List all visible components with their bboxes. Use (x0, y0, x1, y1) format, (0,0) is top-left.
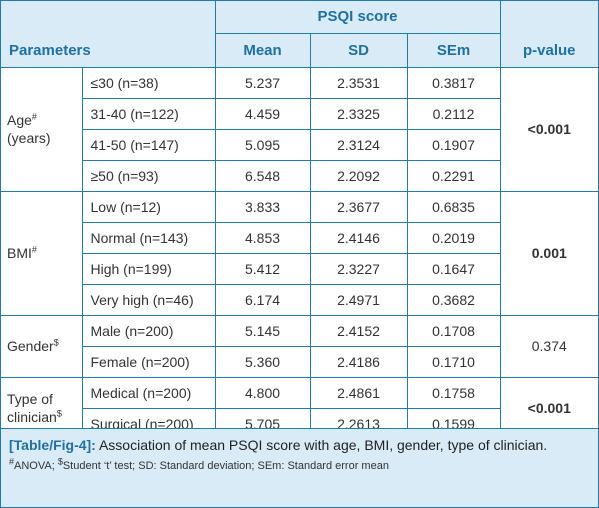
sem-cell: 0.6835 (406, 190, 501, 222)
category-cell: Low (n=12) (81, 190, 216, 222)
table-row: 41-50 (n=147) 5.095 2.3124 0.1907 (1, 128, 598, 160)
mean-cell: 6.174 (214, 283, 311, 315)
table-row: BMI# Low (n=12) 3.833 2.3677 0.6835 0.00… (1, 190, 599, 315)
header-p-value: p-value (499, 1, 599, 67)
group-label-bmi: BMI# (1, 190, 82, 315)
sd-cell: 2.2092 (309, 159, 408, 191)
table-row: 31-40 (n=122) 4.459 2.3325 0.2112 (1, 97, 598, 129)
category-cell: Very high (n=46) (81, 283, 216, 315)
psqi-table: Parameters PSQI score p-value Mean SD SE… (1, 1, 599, 439)
sem-cell: 0.2112 (406, 97, 501, 129)
table-row: Type of clinician$ Medical (n=200) 4.800 … (1, 376, 599, 439)
sem-cell: 0.2291 (406, 159, 501, 191)
category-cell: Normal (n=143) (81, 221, 216, 253)
category-cell: 31-40 (n=122) (81, 97, 216, 129)
header-psqi-score: PSQI score (214, 1, 501, 33)
category-cell: Medical (n=200) (81, 376, 216, 408)
mean-cell: 5.360 (214, 345, 311, 377)
group-label-age: Age# (years) (1, 66, 82, 191)
sd-cell: 2.3124 (309, 128, 408, 160)
category-cell: 41-50 (n=147) (81, 128, 216, 160)
sem-cell: 0.1710 (406, 345, 501, 377)
sd-cell: 2.4152 (309, 314, 408, 346)
table-caption: [Table/Fig-4]: Association of mean PSQI … (1, 428, 598, 507)
table-row: ≥50 (n=93) 6.548 2.2092 0.2291 (1, 159, 598, 191)
sd-cell: 2.4861 (309, 376, 408, 408)
category-cell: ≥50 (n=93) (81, 159, 216, 191)
mean-cell: 4.459 (214, 97, 311, 129)
sem-cell: 0.1708 (406, 314, 501, 346)
group-label-gender: Gender$ (1, 314, 82, 377)
mean-cell: 4.853 (214, 221, 311, 253)
sd-cell: 2.3531 (309, 66, 408, 98)
category-cell: Male (n=200) (81, 314, 216, 346)
sem-cell: 0.3682 (406, 283, 501, 315)
sd-cell: 2.3227 (309, 252, 408, 284)
sem-cell: 0.2019 (406, 221, 501, 253)
p-value-age: <0.001 (499, 66, 599, 191)
p-value-bmi: 0.001 (499, 190, 599, 315)
table-row: Gender$ Male (n=200) 5.145 2.4152 0.1708… (1, 314, 599, 377)
p-value-gender: 0.374 (499, 314, 599, 377)
header-parameters: Parameters (1, 1, 216, 67)
table-row: Very high (n=46) 6.174 2.4971 0.3682 (1, 283, 598, 315)
sem-cell: 0.3817 (406, 66, 501, 98)
mean-cell: 5.095 (214, 128, 311, 160)
caption-footnote: #ANOVA; $Student ‘t’ test; SD: Standard … (9, 456, 389, 472)
header-mean: Mean (214, 32, 311, 67)
table-row: Female (n=200) 5.360 2.4186 0.1710 (1, 345, 598, 377)
mean-cell: 4.800 (214, 376, 311, 408)
header-sd: SD (309, 32, 408, 67)
caption-description: Association of mean PSQI score with age,… (98, 437, 548, 453)
header-sem: SEm (406, 32, 501, 67)
mean-cell: 3.833 (214, 190, 311, 222)
mean-cell: 5.145 (214, 314, 311, 346)
mean-cell: 6.548 (214, 159, 311, 191)
mean-cell: 5.237 (214, 66, 311, 98)
category-cell: Female (n=200) (81, 345, 216, 377)
sem-cell: 0.1647 (406, 252, 501, 284)
sd-cell: 2.4971 (309, 283, 408, 315)
sd-cell: 2.3677 (309, 190, 408, 222)
sem-cell: 0.1758 (406, 376, 501, 408)
table-row: High (n=199) 5.412 2.3227 0.1647 (1, 252, 598, 284)
table-row: Normal (n=143) 4.853 2.4146 0.2019 (1, 221, 598, 253)
sd-cell: 2.4186 (309, 345, 408, 377)
mean-cell: 5.412 (214, 252, 311, 284)
category-cell: ≤30 (n=38) (81, 66, 216, 98)
caption-tag: [Table/Fig-4]: (9, 437, 96, 453)
table-row: Age# (years) ≤30 (n=38) 5.237 2.3531 0.38… (1, 66, 599, 191)
sd-cell: 2.4146 (309, 221, 408, 253)
category-cell: High (n=199) (81, 252, 216, 284)
sem-cell: 0.1907 (406, 128, 501, 160)
sd-cell: 2.3325 (309, 97, 408, 129)
caption-text: [Table/Fig-4]: Association of mean PSQI … (9, 437, 590, 454)
